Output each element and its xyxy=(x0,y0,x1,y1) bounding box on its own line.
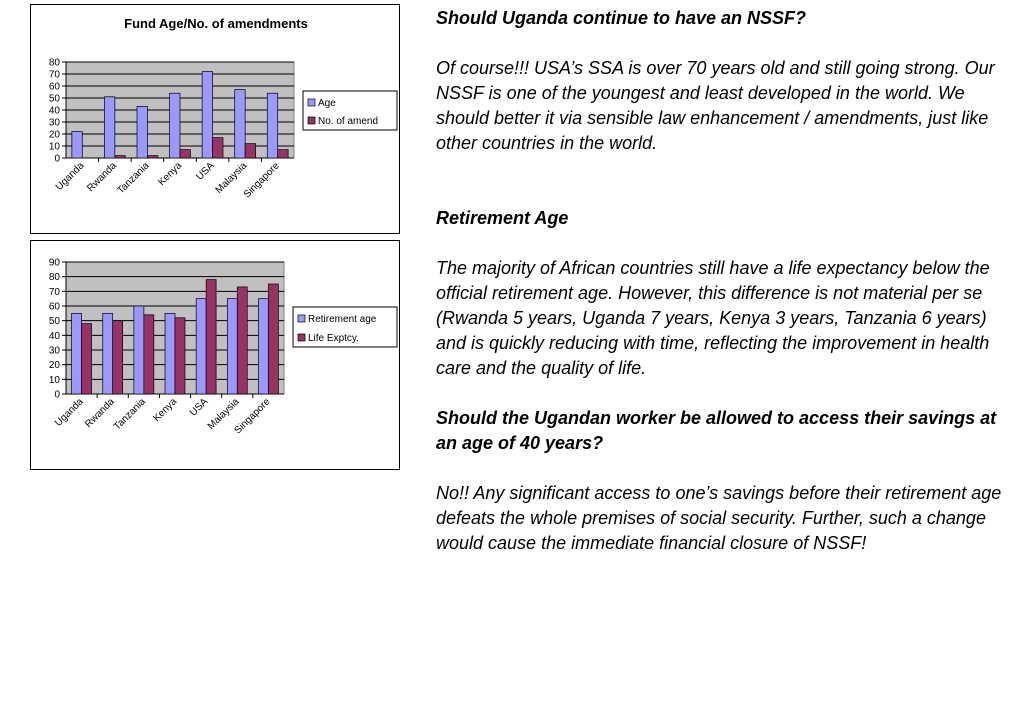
bar-malaysia-no-of-amend xyxy=(244,143,256,159)
paragraph-access-savings: No!! Any significant access to one’s sav… xyxy=(436,483,1002,553)
bar-kenya-life-exptcy xyxy=(174,317,186,395)
x-category-label: USA xyxy=(194,160,217,183)
bar-rwanda-life-exptcy xyxy=(112,320,124,395)
bar-uganda-age xyxy=(71,131,83,159)
legend-label: Retirement age xyxy=(308,314,377,325)
y-tick-label: 30 xyxy=(49,346,61,357)
bar-uganda-life-exptcy xyxy=(81,323,92,395)
heading-continue-nssf: Should Uganda continue to have an NSSF? xyxy=(436,8,807,28)
y-tick-label: 70 xyxy=(49,287,61,298)
bar-uganda-retirement-age xyxy=(71,312,82,395)
legend-box xyxy=(292,306,398,348)
legend-box xyxy=(302,90,398,131)
bar-kenya-retirement-age xyxy=(164,312,176,395)
bar-tanzania-age xyxy=(136,106,148,159)
bar-usa-retirement-age xyxy=(195,298,207,395)
chart-retirement-life-expectancy: 0 10 20 30 40 50 60 70 80 90 Uganda Rwanda Tanzania K… xyxy=(30,240,400,470)
y-tick-label: 30 xyxy=(49,118,61,129)
legend-swatch xyxy=(297,333,306,342)
x-category-label: Tanzania xyxy=(112,396,148,432)
bar-rwanda-no-of-amend xyxy=(114,155,126,159)
bar-rwanda-age xyxy=(104,96,116,159)
legend-label: Life Exptcy. xyxy=(308,333,359,344)
x-category-label: Kenya xyxy=(156,160,184,188)
legend-label: No. of amend xyxy=(318,116,378,127)
legend-swatch xyxy=(307,98,316,107)
chart-fund-age-amendments-svg: Fund Age/No. of amendments 01020304050607… xyxy=(49,16,398,200)
y-tick-label: 60 xyxy=(49,82,61,93)
x-category-label: Uganda xyxy=(54,160,87,193)
bar-kenya-no-of-amend xyxy=(179,149,191,159)
paragraph-continue-nssf: Of course!!! USA’s SSA is over 70 years … xyxy=(436,58,995,153)
y-tick-label: 50 xyxy=(49,316,61,327)
y-tick-label: 20 xyxy=(49,130,61,141)
chart-title: Fund Age/No. of amendments xyxy=(124,16,308,31)
bar-tanzania-life-exptcy xyxy=(143,314,155,395)
x-category-label: Rwanda xyxy=(85,160,119,194)
y-tick-label: 70 xyxy=(49,70,61,81)
y-tick-label: 50 xyxy=(49,94,61,105)
text-column: Should Uganda continue to have an NSSF? … xyxy=(436,6,1018,581)
y-tick-label: 20 xyxy=(49,360,61,371)
y-tick-label: 90 xyxy=(49,258,61,269)
bar-singapore-life-exptcy xyxy=(268,283,279,395)
bar-kenya-age xyxy=(169,92,181,159)
heading-retirement-age: Retirement Age xyxy=(436,208,569,228)
y-tick-label: 10 xyxy=(49,375,61,386)
y-tick-label: 0 xyxy=(54,390,60,401)
y-tick-label: 10 xyxy=(49,142,61,153)
bar-tanzania-retirement-age xyxy=(133,305,145,395)
y-tick-label: 40 xyxy=(49,331,61,342)
bar-rwanda-retirement-age xyxy=(102,312,114,395)
x-category-label: Kenya xyxy=(151,396,179,424)
bar-malaysia-age xyxy=(234,89,246,159)
x-category-label: USA xyxy=(188,396,211,419)
bar-usa-no-of-amend xyxy=(212,137,224,159)
chart-fund-age-amendments: Fund Age/No. of amendments 0 10 20 30 40 50 60 7… xyxy=(30,4,400,234)
bar-malaysia-retirement-age xyxy=(226,298,238,395)
bar-singapore-age xyxy=(266,92,279,159)
x-category-label: Uganda xyxy=(53,396,86,429)
bar-singapore-no-of-amend xyxy=(277,149,289,159)
y-tick-label: 80 xyxy=(49,272,61,283)
y-tick-label: 40 xyxy=(49,106,61,117)
legend-label: Age xyxy=(318,98,336,109)
bar-usa-age xyxy=(201,71,213,159)
y-tick-label: 80 xyxy=(49,58,61,69)
bar-tanzania-no-of-amend xyxy=(147,155,159,159)
legend-swatch xyxy=(307,116,316,125)
paragraph-retirement-age: The majority of African countries still … xyxy=(436,258,990,378)
x-category-label: Tanzania xyxy=(115,160,151,196)
legend-swatch xyxy=(297,314,306,323)
bar-usa-life-exptcy xyxy=(205,279,217,395)
y-tick-label: 60 xyxy=(49,302,61,313)
y-tick-label: 0 xyxy=(54,154,60,165)
bar-malaysia-life-exptcy xyxy=(236,286,248,395)
bar-singapore-retirement-age xyxy=(258,298,269,395)
heading-access-savings: Should the Ugandan worker be allowed to … xyxy=(436,408,997,453)
x-category-label: Singapore xyxy=(242,160,282,200)
